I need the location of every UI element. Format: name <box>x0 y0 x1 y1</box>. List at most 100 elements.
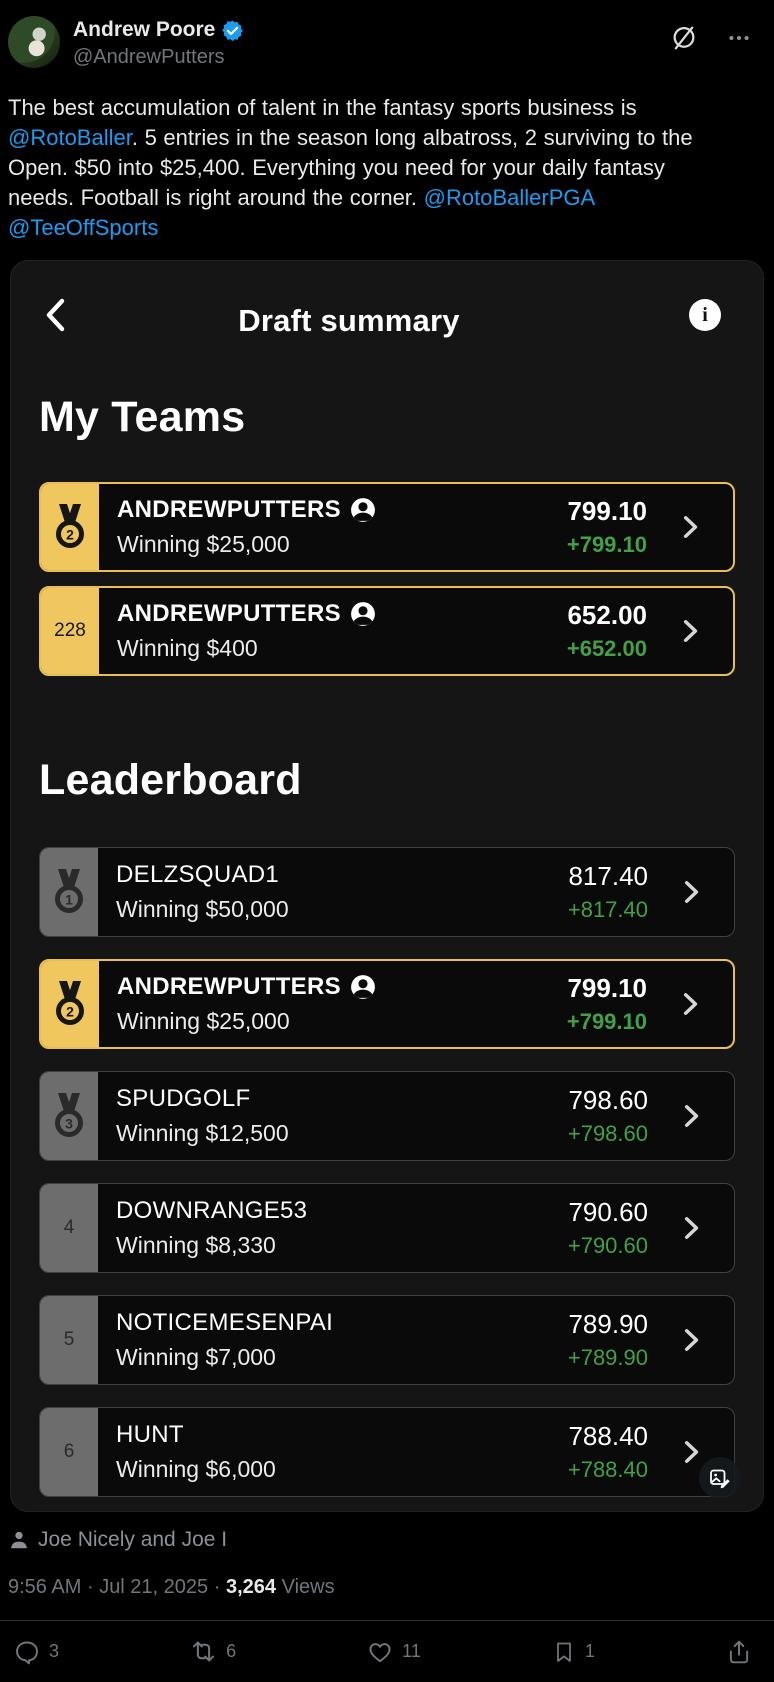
rank-strip: 2 <box>41 961 99 1047</box>
divider <box>0 1620 774 1621</box>
reply-count: 3 <box>49 1641 60 1661</box>
avatar[interactable] <box>8 16 60 68</box>
share-button[interactable] <box>726 1639 752 1665</box>
leaderboard-row[interactable]: 3 SPUDGOLF Winning $12,500 798.60 +798.6… <box>39 1071 735 1161</box>
winning-label: Winning $25,000 <box>117 1008 290 1034</box>
bookmark-icon <box>557 1642 571 1662</box>
verified-badge-icon <box>221 19 244 42</box>
rank-strip: 3 <box>40 1072 98 1160</box>
leaderboard-row[interactable]: 4 DOWNRANGE53 Winning $8,330 790.60 +790… <box>39 1183 735 1273</box>
svg-text:2: 2 <box>66 1004 74 1020</box>
grok-icon[interactable] <box>670 24 698 52</box>
views-label: Views <box>281 1576 335 1598</box>
user-icon <box>350 497 376 523</box>
section-heading-my-teams: My Teams <box>39 393 246 441</box>
image-edit-icon[interactable] <box>699 1457 741 1499</box>
medal-icon: 2 <box>56 504 84 548</box>
chevron-right-icon <box>647 961 733 1047</box>
tweet-header: Andrew Poore @AndrewPutters <box>0 0 774 69</box>
team-name: ANDREWPUTTERS <box>117 973 341 1000</box>
rank-strip: 2 <box>41 484 99 570</box>
team-row[interactable]: 2 ANDREWPUTTERS Winning $25,000 799.10 +… <box>39 482 735 572</box>
score-delta: +799.10 <box>566 1009 647 1034</box>
action-bar: 3 6 11 1 <box>0 1621 774 1665</box>
team-name: NOTICEMESENPAI <box>116 1309 334 1336</box>
score-delta: +789.90 <box>567 1345 648 1370</box>
tweet-date: Jul 21, 2025 <box>99 1576 209 1598</box>
like-button[interactable]: 11 <box>367 1639 421 1665</box>
winning-label: Winning $50,000 <box>116 896 289 922</box>
medal-icon: 3 <box>55 1093 83 1137</box>
timestamp-row: 9:56 AM · Jul 21, 2025 · 3,264 Views <box>8 1576 335 1598</box>
chevron-right-icon <box>648 1184 734 1272</box>
like-icon <box>369 1642 391 1662</box>
rank-number: 228 <box>54 620 86 641</box>
reply-button[interactable]: 3 <box>14 1639 59 1665</box>
score: 799.10 <box>567 496 647 526</box>
author-handle[interactable]: @AndrewPutters <box>73 46 225 68</box>
svg-text:1: 1 <box>65 892 73 908</box>
leaderboard-row[interactable]: 2 ANDREWPUTTERS Winning $25,000 799.10 +… <box>39 959 735 1049</box>
tweet-time: 9:56 AM <box>8 1576 82 1598</box>
score: 788.40 <box>568 1421 648 1451</box>
svg-text:2: 2 <box>66 527 74 543</box>
repost-count: 6 <box>226 1641 237 1661</box>
mention-link[interactable]: @RotoBallerPGA <box>423 185 594 210</box>
rank-strip: 6 <box>40 1408 98 1496</box>
user-icon <box>350 974 376 1000</box>
tweet-media-draft-summary[interactable]: Draft summary i My Teams 2 ANDREWPUTTERS <box>10 260 764 1512</box>
rank-number: 4 <box>63 1217 75 1238</box>
tagged-users-label: Joe Nicely and Joe I <box>38 1528 228 1551</box>
score-delta: +790.60 <box>567 1233 648 1258</box>
rank-strip: 1 <box>40 848 98 936</box>
rank-number: 6 <box>63 1441 75 1462</box>
team-name: SPUDGOLF <box>116 1085 251 1112</box>
svg-text:3: 3 <box>65 1116 73 1132</box>
chevron-right-icon <box>648 848 734 936</box>
rank-strip: 5 <box>40 1296 98 1384</box>
team-name: DELZSQUAD1 <box>116 861 280 888</box>
page-title: Draft summary <box>238 303 460 338</box>
chevron-right-icon <box>647 484 733 570</box>
score: 817.40 <box>568 861 648 891</box>
person-icon <box>11 1531 27 1549</box>
rank-number: 5 <box>63 1329 75 1350</box>
tweet-text-segment: The best accumulation of talent in the f… <box>8 95 637 120</box>
bookmark-button[interactable]: 1 <box>552 1639 595 1665</box>
repost-button[interactable]: 6 <box>190 1638 236 1665</box>
share-icon <box>729 1640 749 1663</box>
medal-icon: 1 <box>55 869 83 913</box>
more-icon[interactable] <box>726 25 752 51</box>
score: 790.60 <box>568 1197 648 1227</box>
tweet-text-segment: . 5 entries in the season long albatross… <box>8 125 693 210</box>
reply-icon <box>16 1640 38 1664</box>
winning-label: Winning $6,000 <box>116 1456 276 1482</box>
leaderboard-row[interactable]: 1 DELZSQUAD1 Winning $50,000 817.40 +817… <box>39 847 735 937</box>
section-heading-leaderboard: Leaderboard <box>39 756 302 804</box>
views-count: 3,264 <box>225 1576 277 1598</box>
info-icon: i <box>689 299 721 331</box>
repost-icon <box>193 1641 215 1662</box>
medal-icon: 2 <box>56 981 84 1025</box>
author-block: Andrew Poore @AndrewPutters <box>73 16 244 69</box>
leaderboard-row[interactable]: 5 NOTICEMESENPAI Winning $7,000 789.90 +… <box>39 1295 735 1385</box>
team-name: DOWNRANGE53 <box>116 1197 308 1224</box>
rank-strip: 228 <box>41 588 99 674</box>
mention-link[interactable]: @TeeOffSports <box>8 215 159 240</box>
team-name: ANDREWPUTTERS <box>117 496 341 523</box>
winning-label: Winning $25,000 <box>117 531 290 557</box>
chevron-right-icon <box>647 588 733 674</box>
tagged-users[interactable]: Joe Nicely and Joe I <box>0 1512 774 1552</box>
score-delta: +817.40 <box>567 897 648 922</box>
score: 799.10 <box>567 973 647 1003</box>
leaderboard-row[interactable]: 6 HUNT Winning $6,000 788.40 +788.40 <box>39 1407 735 1497</box>
team-row[interactable]: 228 ANDREWPUTTERS Winning $400 652.00 +6… <box>39 586 735 676</box>
team-name: ANDREWPUTTERS <box>117 600 341 627</box>
winning-label: Winning $12,500 <box>116 1120 289 1146</box>
author-name[interactable]: Andrew Poore <box>73 18 216 41</box>
chevron-right-icon <box>648 1296 734 1384</box>
bookmark-count: 1 <box>584 1641 595 1661</box>
score-delta: +799.10 <box>566 532 647 557</box>
mention-link[interactable]: @RotoBaller <box>8 125 132 150</box>
app-header: Draft summary i <box>11 261 763 357</box>
